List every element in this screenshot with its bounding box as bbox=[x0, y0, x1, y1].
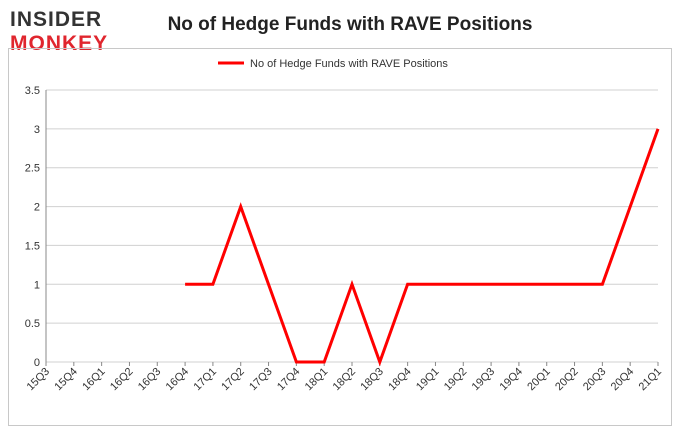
x-tick-label: 15Q4 bbox=[52, 366, 80, 394]
x-tick-label: 17Q1 bbox=[192, 366, 220, 394]
x-tick-label: 17Q4 bbox=[275, 366, 303, 394]
y-tick-label: 1.5 bbox=[25, 240, 40, 252]
x-tick-label: 21Q1 bbox=[637, 366, 665, 394]
x-tick-label: 20Q3 bbox=[581, 366, 609, 394]
x-tick-label: 20Q1 bbox=[525, 366, 553, 394]
x-tick-label: 16Q1 bbox=[80, 366, 108, 394]
x-tick-label: 18Q1 bbox=[303, 366, 331, 394]
chart-frame bbox=[8, 48, 672, 426]
y-tick-label: 2 bbox=[34, 202, 40, 214]
x-tick-label: 16Q2 bbox=[108, 366, 136, 394]
legend-label: No of Hedge Funds with RAVE Positions bbox=[250, 58, 448, 70]
y-tick-label: 3.5 bbox=[25, 85, 40, 97]
series-line bbox=[185, 128, 660, 367]
x-tick-label: 19Q2 bbox=[442, 366, 470, 394]
y-tick-label: 0.5 bbox=[25, 318, 40, 330]
insider-monkey-logo: INSIDER MONKEY bbox=[10, 8, 128, 58]
x-tick-label: 20Q4 bbox=[609, 366, 637, 394]
x-tick-label: 20Q2 bbox=[553, 366, 581, 394]
logo-text-top: INSIDER bbox=[10, 8, 103, 31]
x-tick-label: 17Q3 bbox=[247, 366, 275, 394]
chart-title: No of Hedge Funds with RAVE Positions bbox=[167, 14, 533, 35]
y-tick-label: 1 bbox=[34, 279, 40, 291]
x-tick-label: 17Q2 bbox=[219, 366, 247, 394]
x-tick-label: 18Q3 bbox=[358, 366, 386, 394]
logo-text-bottom: MONKEY bbox=[10, 32, 109, 55]
x-tick-label: 18Q2 bbox=[331, 366, 359, 394]
x-tick-label: 16Q3 bbox=[136, 366, 164, 394]
x-tick-label: 15Q3 bbox=[25, 366, 53, 394]
x-tick-label: 16Q4 bbox=[164, 366, 192, 394]
x-tick-label: 19Q1 bbox=[414, 366, 442, 394]
y-tick-label: 3 bbox=[34, 124, 40, 136]
x-tick-label: 19Q4 bbox=[498, 366, 526, 394]
x-tick-label: 19Q3 bbox=[470, 366, 498, 394]
y-tick-label: 0 bbox=[34, 357, 40, 369]
y-tick-label: 2.5 bbox=[25, 163, 40, 175]
x-tick-label: 18Q4 bbox=[386, 366, 414, 394]
